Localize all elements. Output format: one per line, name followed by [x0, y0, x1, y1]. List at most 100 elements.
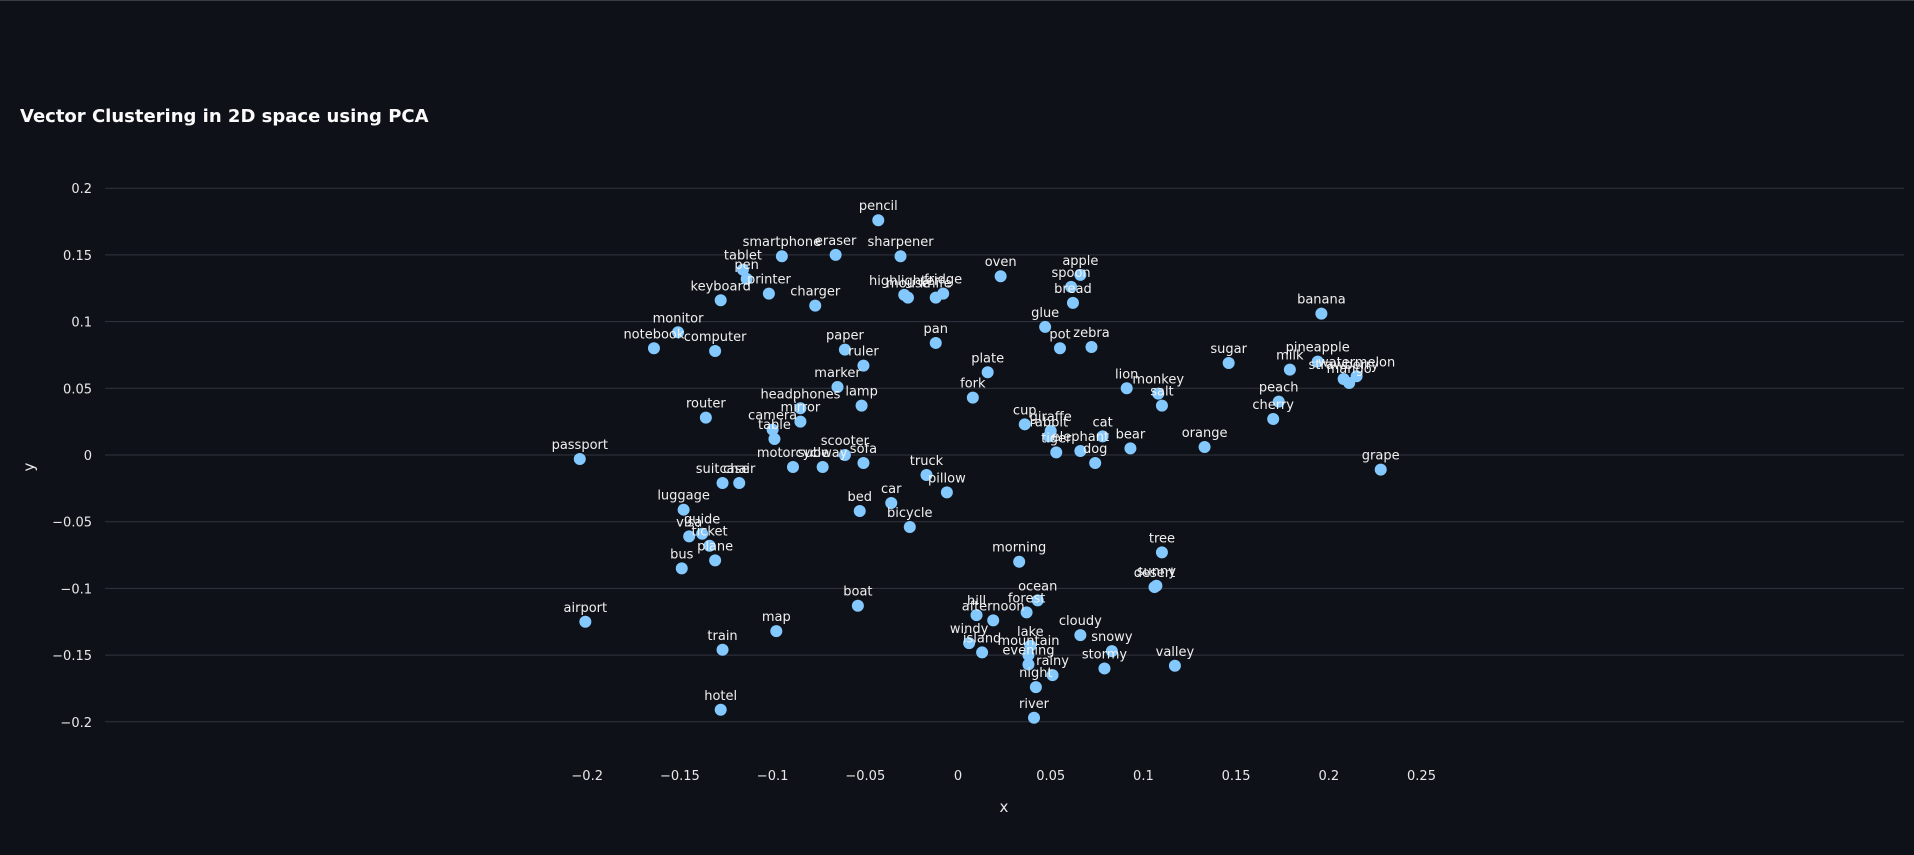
data-point[interactable]	[709, 554, 722, 567]
data-point[interactable]	[831, 380, 844, 393]
data-point[interactable]	[963, 637, 976, 650]
data-point[interactable]	[762, 287, 775, 300]
data-point[interactable]	[1050, 446, 1063, 459]
data-point[interactable]	[838, 449, 851, 461]
data-point[interactable]	[1311, 355, 1324, 368]
data-point[interactable]	[675, 562, 688, 575]
data-point[interactable]	[1013, 555, 1026, 568]
data-point[interactable]	[829, 248, 842, 261]
data-point[interactable]	[1168, 659, 1181, 672]
data-point[interactable]	[885, 497, 898, 510]
data-point[interactable]	[987, 614, 1000, 627]
data-point[interactable]	[699, 411, 712, 424]
data-point[interactable]	[966, 391, 979, 404]
data-point[interactable]	[696, 527, 709, 540]
data-point[interactable]	[733, 477, 746, 490]
data-point[interactable]	[672, 326, 685, 339]
data-point[interactable]	[1089, 457, 1102, 470]
point-label: sharpener	[867, 235, 934, 250]
data-point[interactable]	[1024, 639, 1037, 652]
data-point[interactable]	[1085, 340, 1098, 353]
data-point[interactable]	[1124, 442, 1137, 455]
data-point[interactable]	[903, 521, 916, 534]
point-label: island	[963, 631, 1001, 646]
data-point[interactable]	[1074, 629, 1087, 642]
data-point[interactable]	[1065, 280, 1078, 293]
data-point[interactable]	[714, 703, 727, 716]
data-point[interactable]	[1031, 594, 1044, 607]
data-point[interactable]	[579, 615, 592, 628]
data-point[interactable]	[1046, 669, 1059, 682]
data-point[interactable]	[683, 530, 696, 543]
data-point[interactable]	[794, 415, 807, 428]
data-point[interactable]	[786, 461, 799, 474]
data-point[interactable]	[976, 646, 989, 659]
data-point[interactable]	[1018, 418, 1031, 431]
data-point[interactable]	[1066, 296, 1079, 309]
data-point[interactable]	[1283, 363, 1296, 376]
data-point[interactable]	[1074, 444, 1087, 457]
data-point[interactable]	[709, 344, 722, 357]
data-point[interactable]	[1120, 382, 1133, 395]
data-point[interactable]	[894, 250, 907, 263]
data-point[interactable]	[851, 599, 864, 612]
data-point[interactable]	[1222, 356, 1235, 369]
data-point[interactable]	[1028, 711, 1041, 724]
data-point[interactable]	[740, 272, 753, 285]
data-point[interactable]	[1039, 320, 1052, 333]
data-point[interactable]	[1155, 399, 1168, 412]
data-point[interactable]	[703, 539, 716, 552]
data-point[interactable]	[716, 477, 729, 490]
data-point[interactable]	[816, 461, 829, 474]
data-point[interactable]	[714, 294, 727, 307]
data-point[interactable]	[1074, 268, 1087, 281]
data-point[interactable]	[855, 399, 868, 412]
data-point[interactable]	[647, 342, 660, 355]
data-point[interactable]	[1315, 307, 1328, 320]
data-point[interactable]	[677, 503, 690, 516]
data-point[interactable]	[1042, 430, 1055, 443]
data-point[interactable]	[768, 432, 781, 445]
point-label: tiger	[1041, 431, 1072, 446]
data-point[interactable]	[1350, 370, 1363, 383]
data-point[interactable]	[901, 291, 914, 304]
data-point[interactable]	[872, 214, 885, 227]
data-point[interactable]	[1198, 440, 1211, 453]
data-point[interactable]	[1105, 645, 1118, 658]
data-point[interactable]	[853, 505, 866, 518]
data-point[interactable]	[929, 336, 942, 349]
data-point[interactable]	[1155, 546, 1168, 559]
data-point[interactable]	[1029, 681, 1042, 694]
data-point[interactable]	[857, 457, 870, 470]
data-point[interactable]	[1267, 412, 1280, 425]
data-point[interactable]	[1020, 606, 1033, 619]
data-point[interactable]	[920, 469, 933, 482]
data-point[interactable]	[1374, 463, 1387, 476]
data-point[interactable]	[981, 366, 994, 379]
data-point[interactable]	[970, 609, 983, 622]
data-point[interactable]	[766, 423, 779, 436]
data-point[interactable]	[1022, 649, 1035, 662]
data-point[interactable]	[573, 453, 586, 466]
data-point[interactable]	[937, 287, 950, 300]
data-point[interactable]	[716, 643, 729, 656]
data-point[interactable]	[940, 486, 953, 499]
data-point[interactable]	[1152, 387, 1165, 400]
point-label: smartphone	[743, 235, 822, 250]
data-point[interactable]	[1022, 658, 1035, 671]
point-label: pineapple	[1286, 341, 1350, 356]
data-point[interactable]	[794, 402, 807, 415]
data-point[interactable]	[809, 299, 822, 312]
data-point[interactable]	[770, 625, 783, 638]
data-point[interactable]	[1272, 395, 1285, 408]
data-point[interactable]	[1096, 430, 1109, 443]
data-point[interactable]	[857, 359, 870, 372]
data-point[interactable]	[1098, 662, 1111, 675]
data-point[interactable]	[1150, 579, 1163, 592]
data-point[interactable]	[775, 250, 788, 263]
data-point[interactable]	[994, 270, 1007, 283]
data-point[interactable]	[838, 343, 851, 356]
point-label: mountain	[997, 634, 1059, 649]
data-point[interactable]	[736, 263, 749, 276]
data-point[interactable]	[1053, 342, 1066, 355]
